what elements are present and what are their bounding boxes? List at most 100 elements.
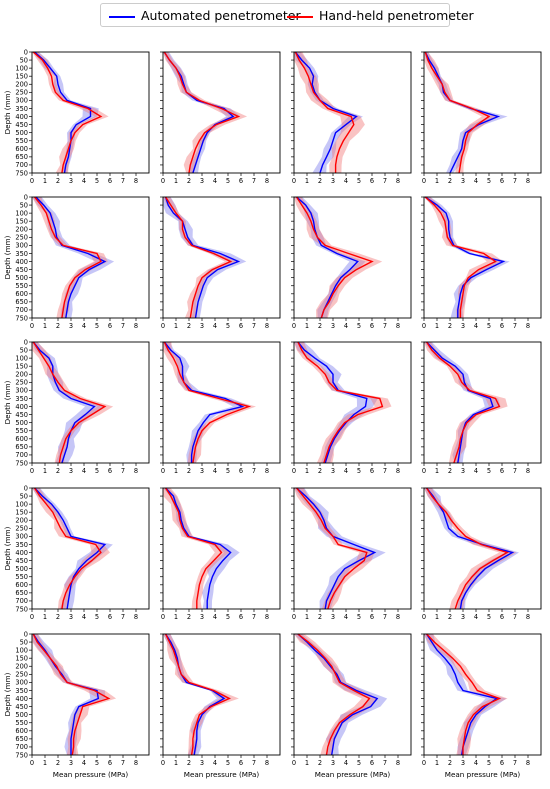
panel-frame bbox=[162, 633, 281, 756]
x-tick-label: 3 bbox=[69, 177, 73, 185]
x-tick-label: 6 bbox=[500, 322, 504, 330]
panel-12: 0 1 2 3 4 5 6 7 8 bbox=[421, 341, 542, 475]
handheld-line-panel-1 bbox=[32, 51, 103, 174]
y-tick-label: 250 bbox=[15, 234, 28, 242]
y-tick-label: 50 bbox=[20, 638, 28, 646]
panel-4: 0 1 2 3 4 5 6 7 8 bbox=[421, 51, 542, 185]
y-tick-label: 200 bbox=[15, 663, 28, 671]
x-tick-label: 8 bbox=[526, 613, 530, 621]
y-tick-label: 750 bbox=[15, 751, 28, 759]
automated-band-panel-11 bbox=[294, 342, 378, 463]
panel-18: 0 1 2 3 4 5 6 7 8 Mean pressure (MPa) bbox=[160, 633, 281, 779]
y-tick-label: 0 bbox=[24, 193, 28, 201]
y-tick-label: 450 bbox=[15, 266, 28, 274]
panel-frame bbox=[423, 51, 542, 174]
y-tick-label: 50 bbox=[20, 201, 28, 209]
x-tick-label: 2 bbox=[318, 759, 322, 767]
x-tick-label: 4 bbox=[213, 467, 217, 475]
x-tick-label: 2 bbox=[318, 177, 322, 185]
x-tick-label: 1 bbox=[174, 322, 178, 330]
x-tick-label: 2 bbox=[56, 467, 60, 475]
y-tick-label: 500 bbox=[15, 711, 28, 719]
x-tick-label: 1 bbox=[174, 613, 178, 621]
x-tick-label: 7 bbox=[121, 467, 125, 475]
x-tick-label: 7 bbox=[252, 759, 256, 767]
handheld-line-panel-12 bbox=[426, 341, 501, 464]
x-tick-label: 2 bbox=[448, 759, 452, 767]
y-tick-label: 700 bbox=[15, 161, 28, 169]
y-axis-label: Depth (mm) bbox=[3, 235, 12, 279]
y-tick-label: 200 bbox=[15, 226, 28, 234]
panel-frame bbox=[162, 341, 281, 464]
handheld-band-panel-17 bbox=[32, 634, 117, 755]
automated-line-panel-11 bbox=[297, 341, 368, 464]
x-tick-label: 5 bbox=[226, 322, 230, 330]
y-tick-label: 550 bbox=[15, 427, 28, 435]
x-tick-label: 5 bbox=[487, 467, 491, 475]
x-tick-label: 3 bbox=[461, 613, 465, 621]
x-tick-label: 8 bbox=[396, 613, 400, 621]
y-tick-label: 0 bbox=[24, 338, 28, 346]
handheld-band-panel-18 bbox=[163, 634, 239, 755]
handheld-line-panel-8 bbox=[424, 196, 497, 318]
y-axis-label: Depth (mm) bbox=[3, 672, 12, 716]
automated-line-panel-20 bbox=[426, 633, 499, 756]
panel-frame bbox=[162, 196, 281, 319]
x-tick-label: 1 bbox=[43, 759, 47, 767]
y-tick-label: 350 bbox=[15, 250, 28, 258]
automated-band-panel-16 bbox=[424, 488, 519, 609]
y-tick-label: 700 bbox=[15, 597, 28, 605]
y-tick-label: 750 bbox=[15, 459, 28, 467]
x-tick-label: 2 bbox=[56, 759, 60, 767]
automated-line-panel-7 bbox=[296, 196, 359, 319]
x-tick-label: 6 bbox=[239, 759, 243, 767]
automated-line-panel-9 bbox=[32, 341, 96, 464]
handheld-line-panel-5 bbox=[34, 196, 102, 319]
x-tick-label: 7 bbox=[383, 467, 387, 475]
x-tick-label: 5 bbox=[226, 467, 230, 475]
panel-frame bbox=[293, 196, 412, 319]
x-tick-label: 0 bbox=[422, 759, 426, 767]
x-tick-label: 6 bbox=[370, 322, 374, 330]
x-tick-label: 1 bbox=[305, 467, 309, 475]
x-tick-label: 6 bbox=[500, 177, 504, 185]
x-tick-label: 7 bbox=[121, 177, 125, 185]
x-tick-label: 2 bbox=[318, 322, 322, 330]
y-axis-label: Depth (mm) bbox=[3, 380, 12, 424]
y-tick-label: 350 bbox=[15, 395, 28, 403]
y-axis-label: Depth (mm) bbox=[3, 90, 12, 134]
panel-15: 0 1 2 3 4 5 6 7 8 bbox=[291, 487, 412, 621]
panel-frame bbox=[293, 487, 412, 610]
x-tick-label: 1 bbox=[43, 322, 47, 330]
x-tick-label: 2 bbox=[187, 613, 191, 621]
x-tick-label: 2 bbox=[187, 177, 191, 185]
automated-line-panel-14 bbox=[165, 487, 232, 609]
handheld-line-panel-2 bbox=[163, 51, 241, 174]
panel-20: 0 1 2 3 4 5 6 7 8 Mean pressure (MPa) bbox=[421, 633, 542, 779]
legend-item-handheld: Hand-held penetrometer bbox=[287, 8, 474, 23]
x-tick-label: 6 bbox=[239, 613, 243, 621]
y-tick-label: 500 bbox=[15, 129, 28, 137]
x-tick-label: 2 bbox=[448, 467, 452, 475]
handheld-line-panel-11 bbox=[297, 341, 384, 464]
x-tick-label: 3 bbox=[200, 322, 204, 330]
x-tick-label: 2 bbox=[318, 467, 322, 475]
y-tick-label: 350 bbox=[15, 541, 28, 549]
x-tick-label: 8 bbox=[526, 467, 530, 475]
legend-swatch-handheld bbox=[287, 15, 313, 18]
x-tick-label: 8 bbox=[265, 467, 269, 475]
x-tick-label: 1 bbox=[435, 467, 439, 475]
panel-frame bbox=[31, 633, 150, 756]
y-tick-label: 400 bbox=[15, 549, 28, 557]
automated-band-panel-13 bbox=[32, 488, 113, 609]
x-tick-label: 8 bbox=[134, 177, 138, 185]
x-tick-label: 8 bbox=[526, 177, 530, 185]
x-tick-label: 5 bbox=[95, 177, 99, 185]
x-tick-label: 6 bbox=[239, 467, 243, 475]
y-tick-label: 150 bbox=[15, 218, 28, 226]
x-tick-label: 7 bbox=[252, 613, 256, 621]
x-axis-label: Mean pressure (MPa) bbox=[445, 770, 521, 779]
x-tick-label: 4 bbox=[344, 467, 348, 475]
x-tick-label: 0 bbox=[161, 613, 165, 621]
